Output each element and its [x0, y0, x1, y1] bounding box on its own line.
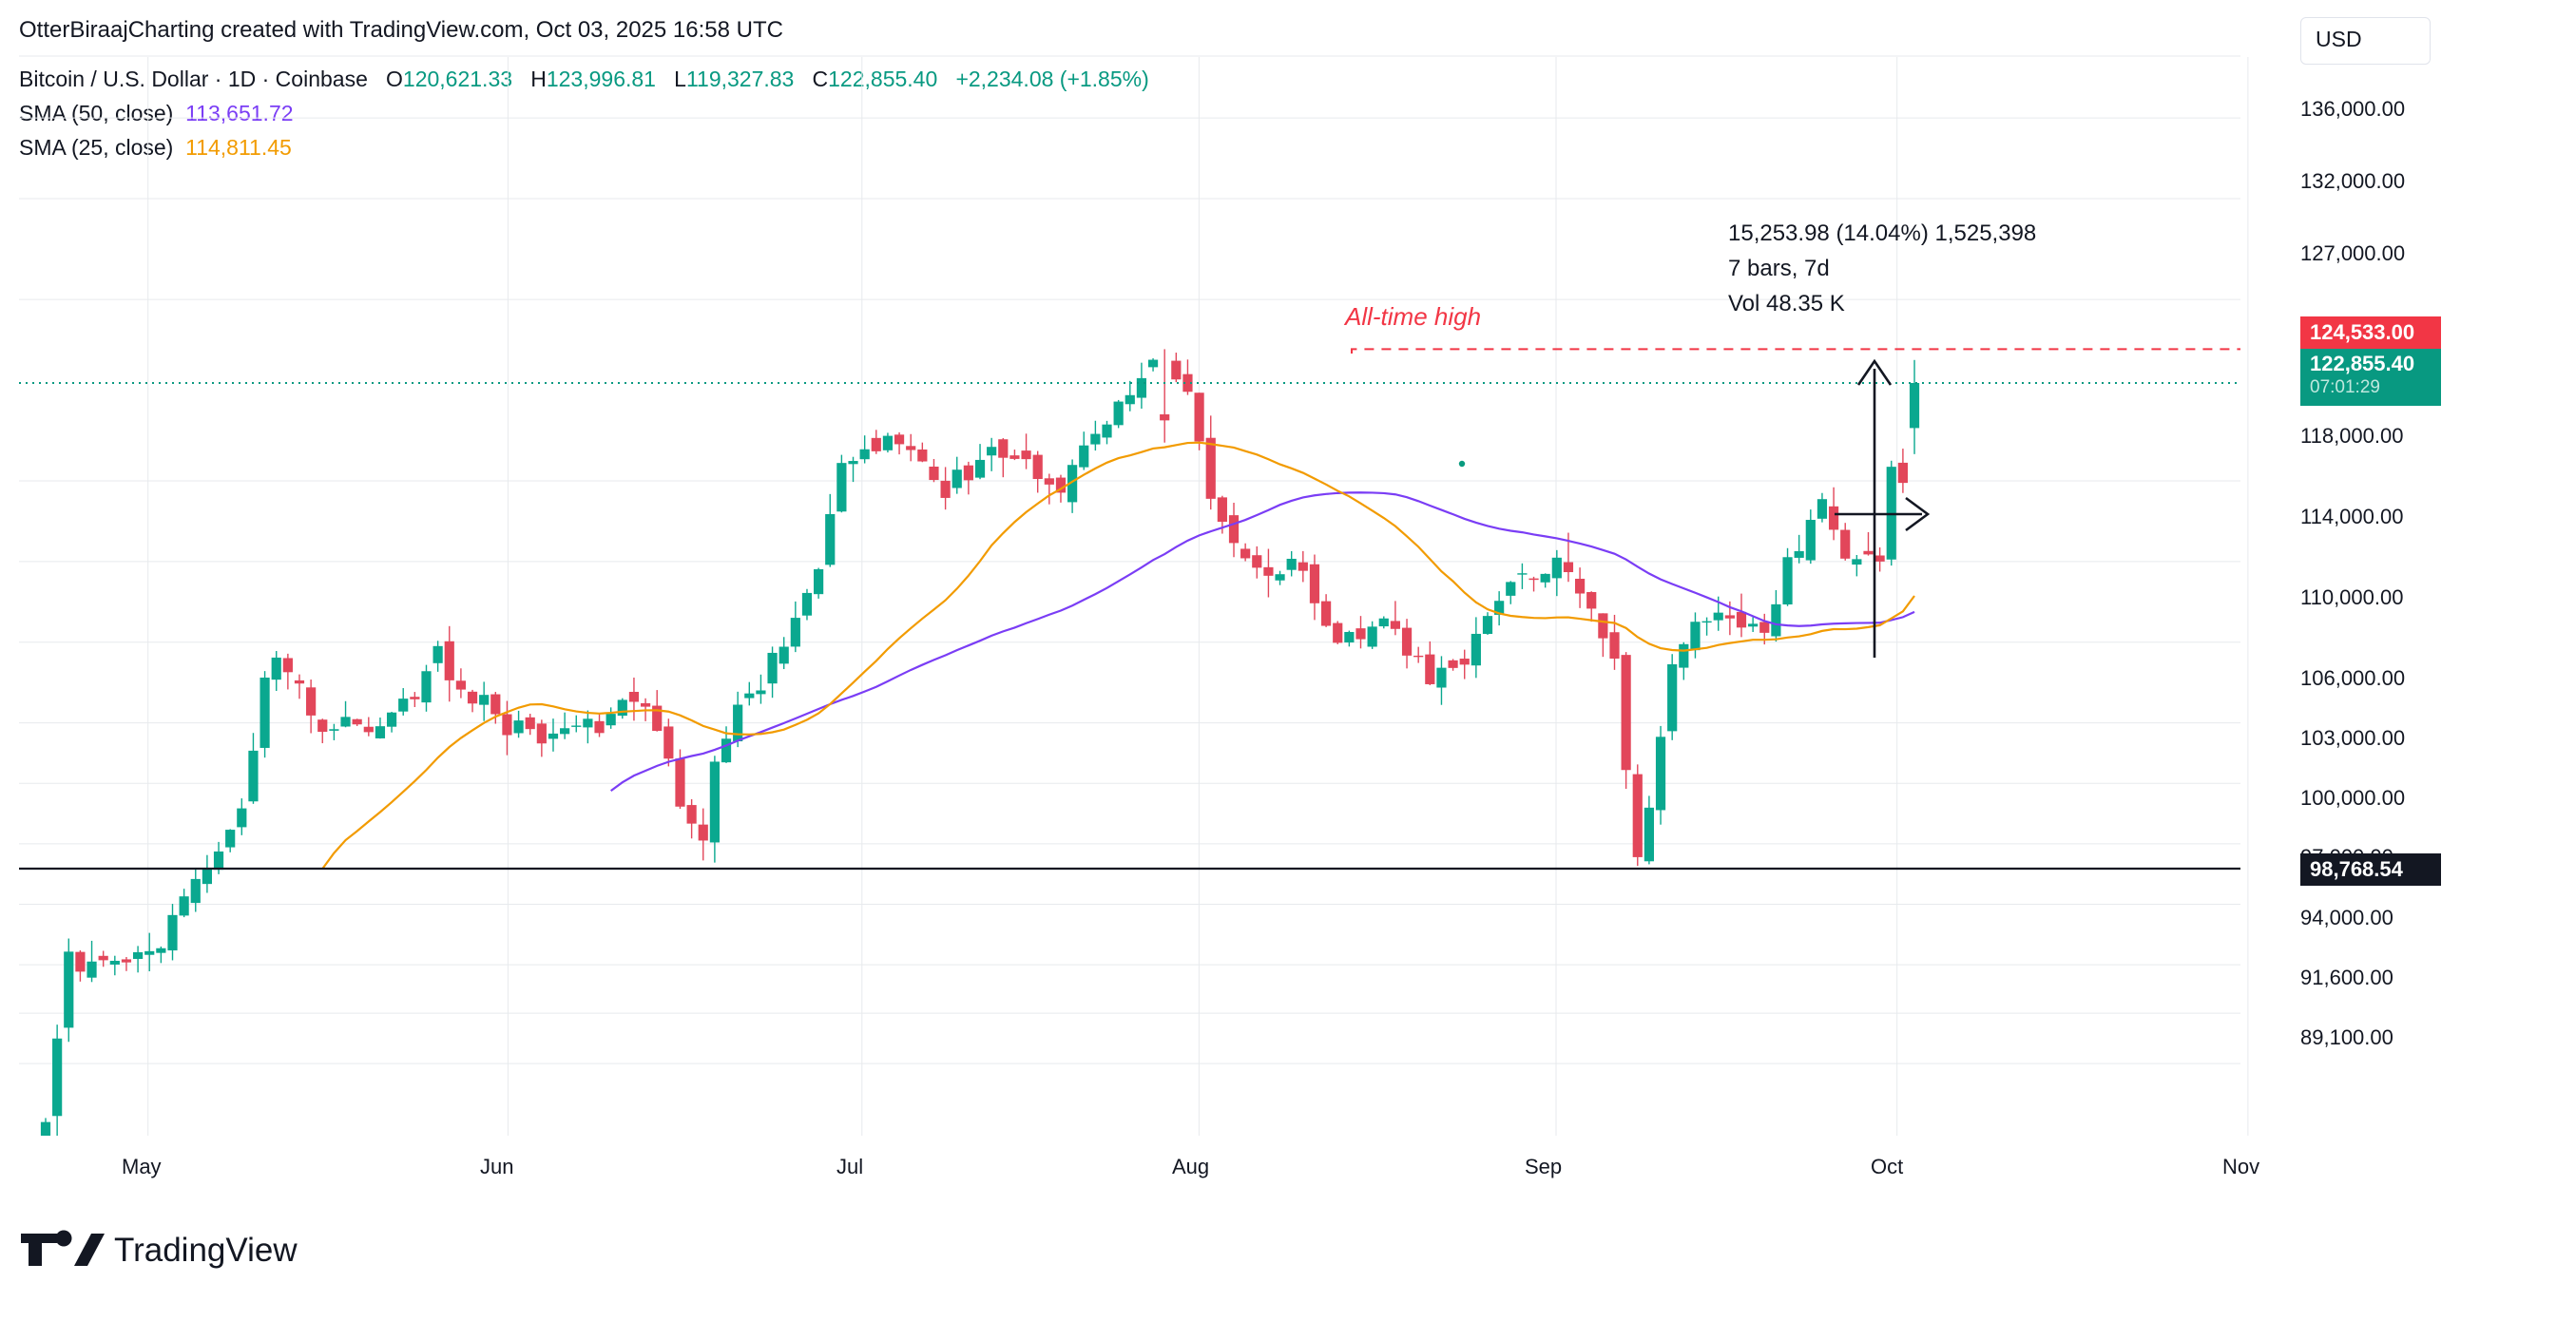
svg-text:TradingView: TradingView [114, 1232, 298, 1269]
